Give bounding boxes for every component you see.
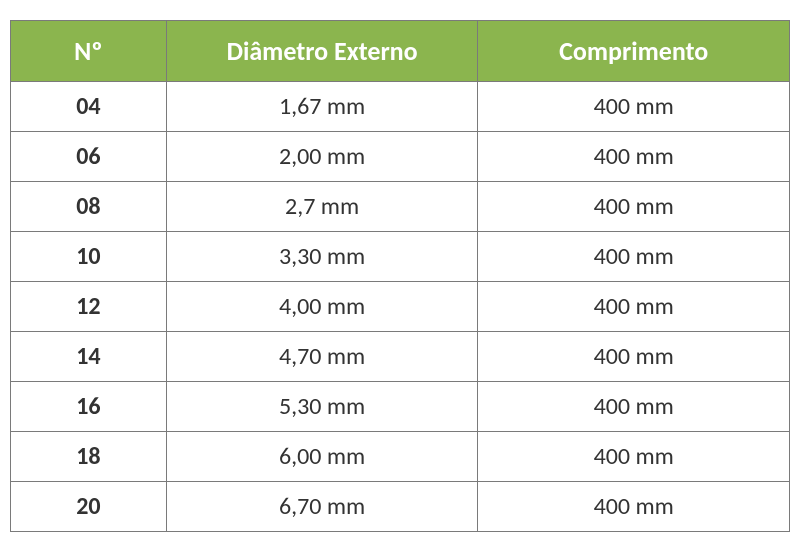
table-row: 18 6,00 mm 400 mm	[11, 432, 790, 482]
cell-diametro: 3,30 mm	[166, 232, 478, 282]
cell-num: 04	[11, 82, 167, 132]
cell-diametro: 5,30 mm	[166, 382, 478, 432]
cell-diametro: 4,70 mm	[166, 332, 478, 382]
cell-diametro: 4,00 mm	[166, 282, 478, 332]
cell-num: 20	[11, 482, 167, 532]
cell-diametro: 2,7 mm	[166, 182, 478, 232]
cell-comprimento: 400 mm	[478, 482, 790, 532]
table-body: 04 1,67 mm 400 mm 06 2,00 mm 400 mm 08 2…	[11, 82, 790, 532]
specs-table: Nº Diâmetro Externo Comprimento 04 1,67 …	[10, 20, 790, 532]
cell-diametro: 6,00 mm	[166, 432, 478, 482]
cell-comprimento: 400 mm	[478, 82, 790, 132]
header-num: Nº	[11, 21, 167, 82]
table-row: 16 5,30 mm 400 mm	[11, 382, 790, 432]
table-row: 06 2,00 mm 400 mm	[11, 132, 790, 182]
cell-num: 06	[11, 132, 167, 182]
table-row: 20 6,70 mm 400 mm	[11, 482, 790, 532]
cell-comprimento: 400 mm	[478, 432, 790, 482]
cell-diametro: 2,00 mm	[166, 132, 478, 182]
cell-comprimento: 400 mm	[478, 282, 790, 332]
cell-num: 18	[11, 432, 167, 482]
table-row: 12 4,00 mm 400 mm	[11, 282, 790, 332]
cell-num: 14	[11, 332, 167, 382]
table-row: 08 2,7 mm 400 mm	[11, 182, 790, 232]
table-row: 04 1,67 mm 400 mm	[11, 82, 790, 132]
table-header-row: Nº Diâmetro Externo Comprimento	[11, 21, 790, 82]
table-row: 10 3,30 mm 400 mm	[11, 232, 790, 282]
cell-num: 10	[11, 232, 167, 282]
cell-diametro: 1,67 mm	[166, 82, 478, 132]
cell-comprimento: 400 mm	[478, 132, 790, 182]
cell-comprimento: 400 mm	[478, 332, 790, 382]
cell-num: 08	[11, 182, 167, 232]
cell-diametro: 6,70 mm	[166, 482, 478, 532]
cell-num: 16	[11, 382, 167, 432]
table-row: 14 4,70 mm 400 mm	[11, 332, 790, 382]
cell-comprimento: 400 mm	[478, 232, 790, 282]
header-diametro: Diâmetro Externo	[166, 21, 478, 82]
cell-num: 12	[11, 282, 167, 332]
header-comprimento: Comprimento	[478, 21, 790, 82]
cell-comprimento: 400 mm	[478, 382, 790, 432]
cell-comprimento: 400 mm	[478, 182, 790, 232]
